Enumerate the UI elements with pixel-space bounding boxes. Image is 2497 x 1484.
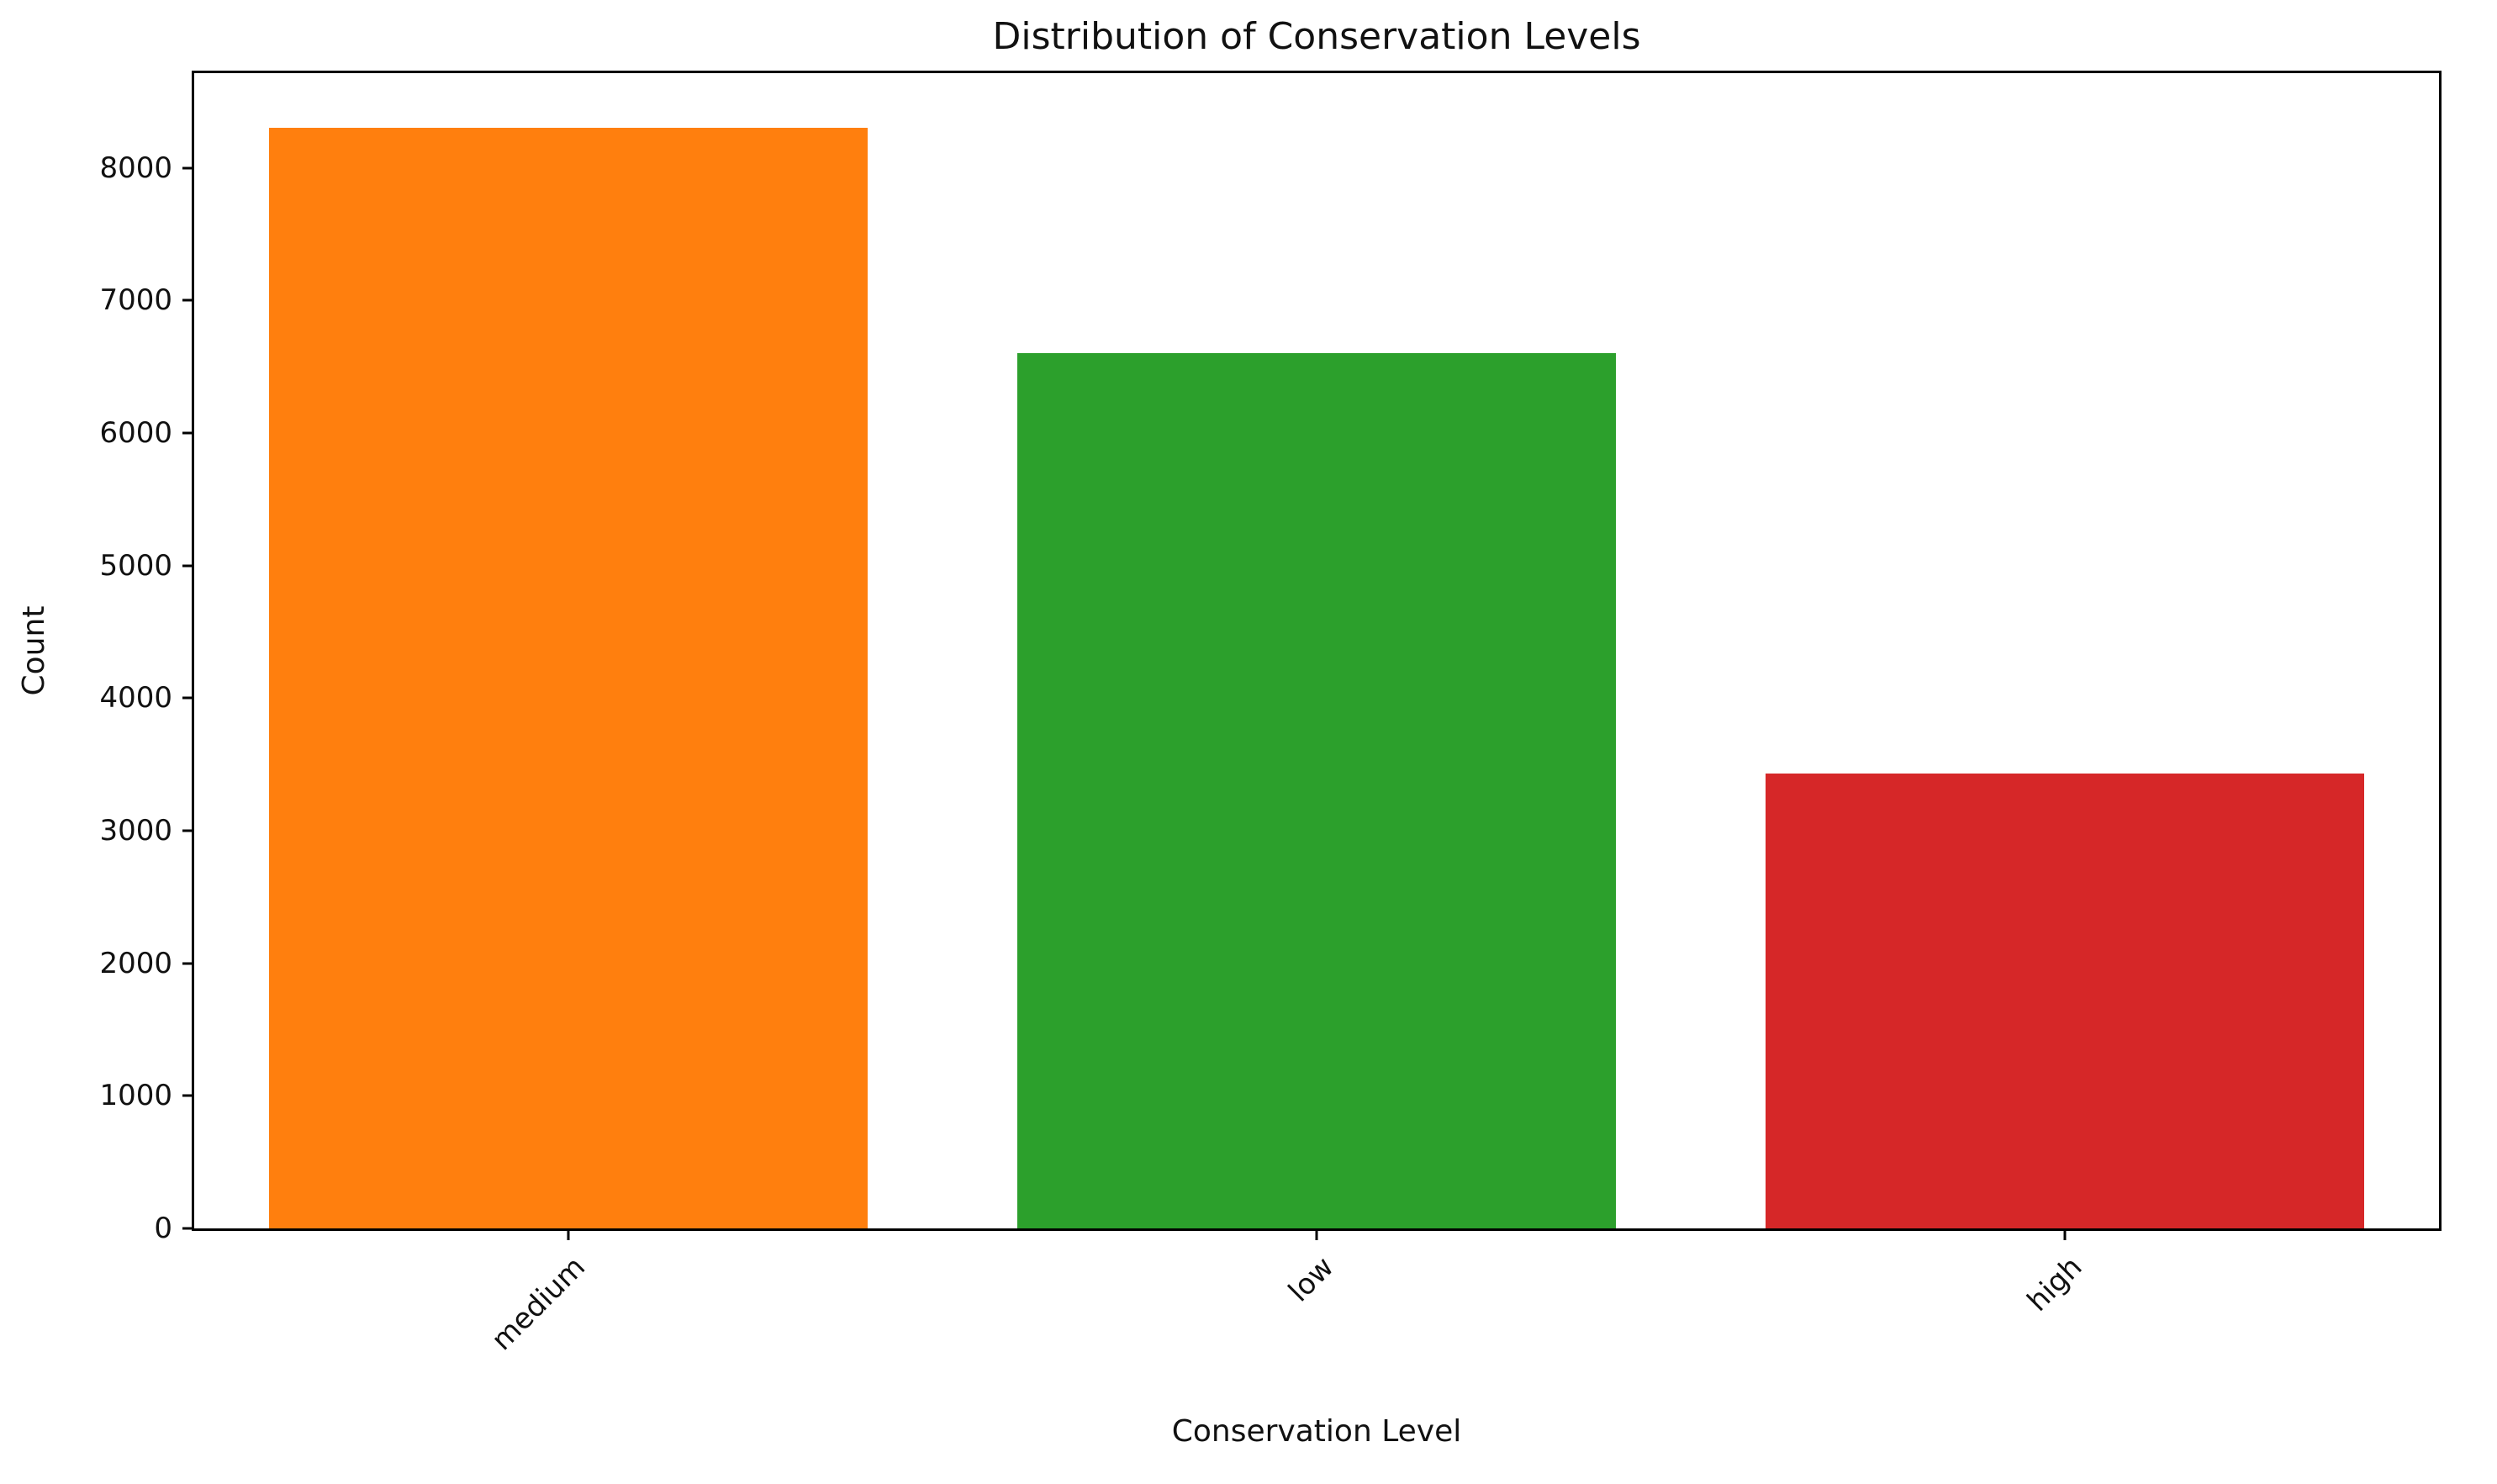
x-tick-mark (1315, 1228, 1318, 1240)
y-tick-label: 8000 (99, 151, 172, 185)
x-tick-mark (567, 1228, 570, 1240)
chart-title: Distribution of Conservation Levels (992, 15, 1641, 58)
y-tick-mark (182, 431, 194, 435)
y-tick-label: 0 (154, 1212, 172, 1245)
y-tick-label: 7000 (99, 283, 172, 318)
y-tick-mark (182, 1094, 194, 1097)
x-tick-label-medium: medium (485, 1250, 593, 1358)
y-tick-mark (182, 829, 194, 832)
bar-medium (268, 128, 868, 1228)
y-tick-label: 6000 (99, 416, 172, 451)
x-tick-label-high: high (2020, 1250, 2089, 1318)
y-tick-mark (182, 962, 194, 965)
y-tick-mark (182, 166, 194, 170)
y-tick-label: 5000 (99, 548, 172, 583)
x-tick-mark (2063, 1228, 2067, 1240)
bar-high (1765, 774, 2365, 1228)
y-tick-label: 1000 (99, 1079, 172, 1113)
y-tick-label: 2000 (99, 946, 172, 980)
y-axis-label: Count (17, 605, 51, 696)
bar-low (1016, 353, 1617, 1228)
y-tick-label: 4000 (99, 681, 172, 716)
plot-area: 0 1000 2000 3000 4000 5000 6000 7000 8000 medium l… (99, 71, 2442, 1357)
x-tick-label-low: low (1281, 1250, 1341, 1309)
y-tick-mark (182, 298, 194, 302)
y-tick-mark (182, 564, 194, 568)
y-tick-label: 3000 (99, 814, 172, 848)
y-tick-mark (182, 1227, 194, 1230)
y-tick-mark (182, 696, 194, 700)
x-axis-label: Conservation Level (1171, 1414, 1462, 1449)
